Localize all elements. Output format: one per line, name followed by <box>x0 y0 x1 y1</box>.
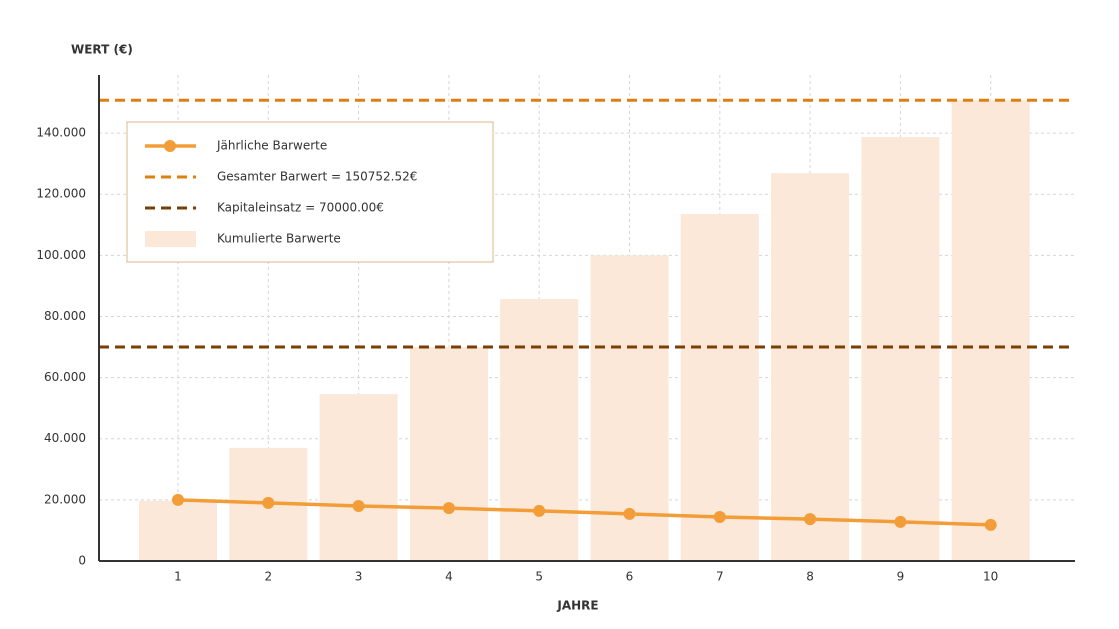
y-tick-label: 140.000 <box>36 126 86 140</box>
bar <box>771 173 850 561</box>
x-tick-label: 2 <box>264 570 272 584</box>
line <box>177 498 991 527</box>
x-tick-label: 4 <box>445 570 453 584</box>
y-tick-label: 40.000 <box>44 431 86 445</box>
y-tick-label: 120.000 <box>36 187 86 201</box>
line-point <box>442 502 455 515</box>
line-point <box>623 507 636 520</box>
legend-swatch <box>145 231 196 247</box>
line-point <box>533 504 546 517</box>
legend-label: Jährliche Barwerte <box>216 139 327 153</box>
bar <box>861 137 940 561</box>
bar <box>409 347 488 561</box>
x-tick-label: 1 <box>174 570 182 584</box>
y-tick-label: 60.000 <box>44 370 86 384</box>
line-point <box>713 510 726 523</box>
bar <box>951 100 1030 561</box>
legend-label: Kumulierte Barwerte <box>217 232 341 246</box>
x-tick-label: 3 <box>355 570 363 584</box>
y-tick-label: 100.000 <box>36 248 86 262</box>
legend-label: Kapitaleinsatz = 70000.00€ <box>217 201 384 215</box>
line-point <box>984 518 997 531</box>
line-point <box>894 515 907 528</box>
bar <box>500 299 579 561</box>
x-tick-label: 7 <box>716 570 724 584</box>
y-tick-label: 80.000 <box>44 309 86 323</box>
x-tick-label: 5 <box>535 570 543 584</box>
x-tick-label: 9 <box>897 570 905 584</box>
x-tick-label: 10 <box>983 570 998 584</box>
x-axis-label: JAHRE <box>556 599 598 613</box>
x-tick-label: 6 <box>626 570 634 584</box>
line-point <box>262 496 275 509</box>
y-tick-label: 20.000 <box>44 492 86 506</box>
legend-swatch <box>164 140 176 152</box>
y-axis-label: WERT (€) <box>71 43 133 57</box>
x-tick-label: 8 <box>806 570 814 584</box>
y-tick-label: 0 <box>78 554 86 568</box>
line-point <box>352 499 365 512</box>
bar <box>139 500 217 561</box>
bar <box>680 214 759 561</box>
line-point <box>172 493 184 506</box>
bar <box>319 394 398 561</box>
line-point <box>804 513 817 526</box>
legend-label: Gesamter Barwert = 150752.52€ <box>217 170 417 184</box>
